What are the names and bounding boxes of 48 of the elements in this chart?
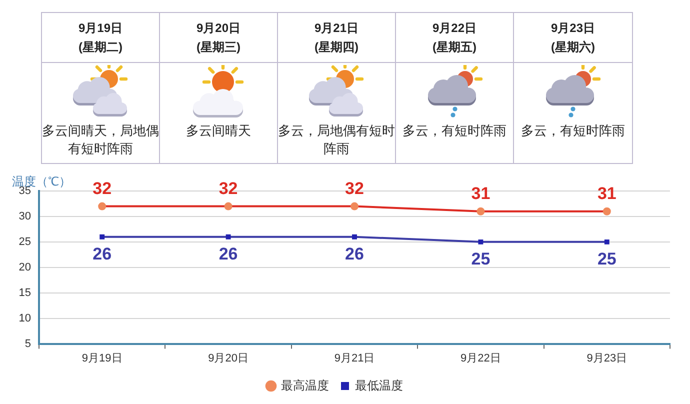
- category-label: 9月20日: [196, 20, 241, 36]
- data-label: 32: [218, 178, 238, 198]
- data-label: 26: [218, 244, 238, 264]
- x-tick-label: 9月20日: [208, 352, 248, 364]
- point: [478, 239, 484, 244]
- point: [604, 239, 610, 244]
- data-label: 26: [92, 244, 112, 264]
- x-tick-label: 9月22日: [460, 352, 501, 364]
- data-label: 25: [471, 250, 490, 269]
- point: [350, 202, 358, 210]
- text: 多云，有短时阵雨: [402, 122, 508, 140]
- data-label: 31: [597, 184, 616, 204]
- point: [226, 234, 231, 240]
- data-label: 25: [597, 250, 616, 269]
- category-label: 9月21日: [314, 20, 359, 36]
- category-label: 9月22日: [432, 20, 477, 36]
- text: 多云间晴天，局地偶有短时阵雨: [42, 122, 159, 158]
- legend-label: 最低温度: [355, 378, 403, 392]
- y-tick-label: 15: [18, 286, 31, 299]
- x-tick-label: 9月23日: [586, 352, 628, 364]
- x-tick-label: 9月19日: [82, 352, 122, 364]
- point: [98, 202, 106, 210]
- text: 多云，局地偶有短时阵雨: [278, 122, 395, 158]
- category-label: 9月19日: [78, 20, 123, 36]
- text: (星期四): [314, 38, 358, 56]
- text: (星期五): [432, 38, 476, 56]
- data-label: 32: [345, 178, 364, 198]
- y-tick-label: 20: [18, 261, 31, 274]
- point: [602, 207, 611, 216]
- x-tick-label: 9月21日: [334, 352, 375, 364]
- data-label: 32: [92, 178, 112, 198]
- point: [100, 234, 105, 240]
- y-tick-label: 30: [18, 210, 31, 222]
- text: (星期六): [551, 38, 595, 56]
- legend-label: 最高温度: [281, 378, 329, 392]
- text: (星期三): [196, 38, 240, 56]
- text: (星期二): [78, 38, 122, 56]
- text: 多云，有短时阵雨: [520, 122, 626, 140]
- data-label: 26: [345, 244, 364, 264]
- point: [224, 202, 232, 210]
- data-label: 31: [471, 184, 490, 204]
- point: [352, 234, 357, 240]
- y-tick-label: 5: [24, 338, 31, 350]
- category-label: 9月23日: [550, 20, 596, 36]
- y-tick-label: 10: [18, 312, 31, 324]
- point: [476, 207, 485, 216]
- text: 多云间晴天: [185, 122, 252, 140]
- y-tick-label: 25: [18, 236, 31, 248]
